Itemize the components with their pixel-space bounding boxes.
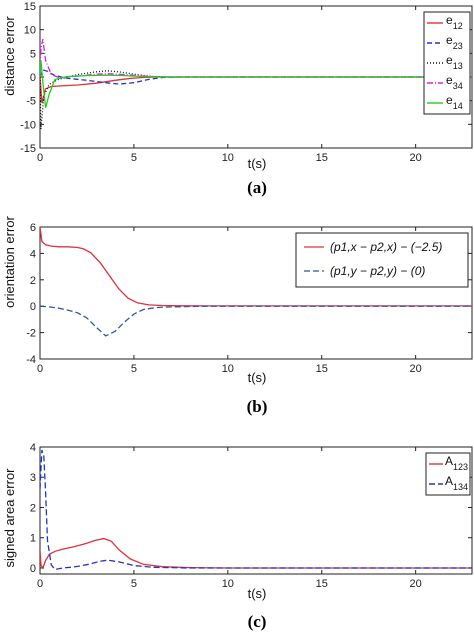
panel-a-xlabel: t(s) [248, 156, 267, 171]
y-tick-label: -10 [20, 119, 36, 131]
y-tick-label: 6 [30, 222, 36, 234]
x-tick-label: 15 [316, 152, 328, 164]
x-tick-label: 10 [222, 578, 234, 590]
legend-entry-subscript: 134 [453, 482, 468, 492]
x-tick-label: 15 [316, 578, 328, 590]
y-tick-label: 15 [24, 1, 36, 13]
y-tick-label: -15 [20, 143, 36, 155]
panel-c-label: (c) [248, 612, 267, 631]
y-tick-label: 4 [30, 248, 36, 260]
panel-c-plot-area [39, 446, 473, 575]
panel-b-xlabel: t(s) [248, 370, 267, 385]
x-tick-label: 10 [222, 152, 234, 164]
y-tick-label: 10 [24, 25, 36, 37]
legend-box [295, 232, 469, 288]
panel-c: signed area error t(s) (c) 0 5 10 15 2001234… [2, 442, 473, 631]
series-line-A123 [40, 537, 472, 570]
y-tick-label: 5 [30, 48, 36, 60]
x-tick-label: 15 [316, 363, 328, 375]
series-line-e14 [40, 60, 472, 108]
legend-entry: (p1,y − p2,y) − (0) [330, 264, 425, 278]
x-tick-label: 0 [37, 363, 43, 375]
x-tick-label: 5 [131, 363, 137, 375]
x-tick-label: 0 [37, 578, 43, 590]
y-tick-label: 1 [30, 533, 36, 545]
x-tick-label: 5 [131, 578, 137, 590]
series-line-A134 [40, 449, 472, 571]
panel-b: orientation error t(s) (b) 0 5 10 15 20 -4 -2 0… [2, 215, 473, 416]
series-line-s0 [40, 227, 472, 307]
panel-a-label: (a) [247, 178, 267, 197]
y-tick-label: 2 [30, 502, 36, 514]
y-tick-label: -2 [26, 328, 36, 340]
panel-c-ylabel: signed area error [2, 468, 17, 568]
panel-b-ylabel: orientation error [2, 215, 17, 307]
x-tick-label: 10 [222, 363, 234, 375]
legend-entry-subscript: 34 [453, 81, 463, 91]
legend-box [425, 452, 471, 496]
panel-a: distance error t(s) (a) 0 5 10 15 20 -15 -10 -5… [2, 1, 473, 197]
x-tick-label: 20 [410, 152, 422, 164]
y-tick-label: 4 [30, 442, 36, 454]
legend-entry-subscript: 23 [453, 41, 463, 51]
y-tick-label: 0 [30, 563, 36, 575]
legend-box [423, 11, 471, 115]
panel-a-ylabel: distance error [2, 16, 17, 96]
x-tick-label: 20 [410, 578, 422, 590]
legend-entry-subscript: 123 [453, 462, 468, 472]
y-tick-label: 0 [30, 301, 36, 313]
x-tick-label: 0 [37, 152, 43, 164]
y-tick-label: 3 [30, 472, 36, 484]
legend-entry-subscript: 12 [453, 21, 463, 31]
y-tick-label: 0 [30, 72, 36, 84]
legend-entry-subscript: 14 [453, 101, 463, 111]
legend-entry: (p1,x − p2,x) − (−2.5) [330, 240, 442, 254]
y-tick-label: -5 [26, 96, 36, 108]
x-tick-label: 20 [410, 363, 422, 375]
x-tick-label: 5 [131, 152, 137, 164]
y-tick-label: -4 [26, 354, 36, 366]
series-line-s1 [40, 305, 472, 337]
panel-c-xlabel: t(s) [248, 586, 267, 601]
legend-entry-subscript: 13 [453, 61, 463, 71]
y-tick-label: 2 [30, 275, 36, 287]
panel-b-label: (b) [247, 397, 268, 416]
